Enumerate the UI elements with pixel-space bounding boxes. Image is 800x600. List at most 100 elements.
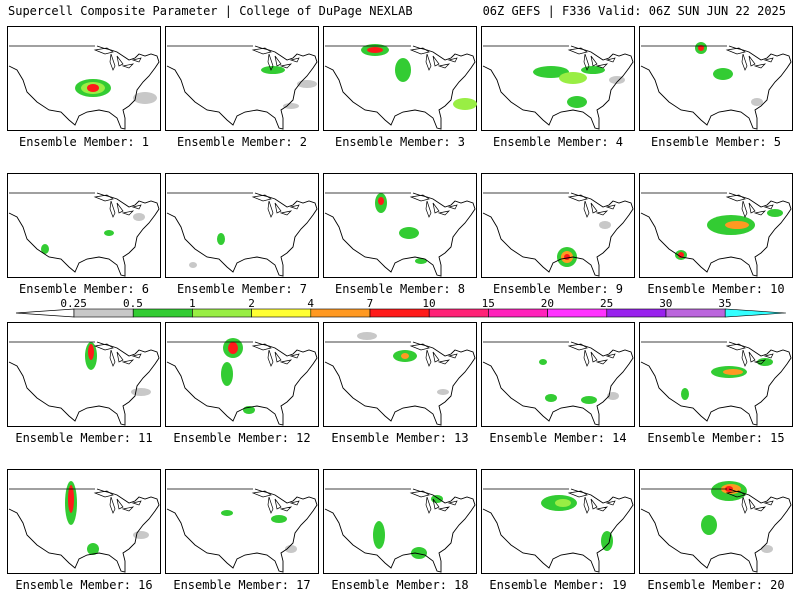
us-coastline: [8, 45, 160, 130]
great-lake-outline: [251, 490, 272, 498]
map-frame: [481, 469, 635, 574]
great-lake-outline: [109, 349, 116, 367]
ensemble-member-panel: Ensemble Member: 18: [323, 469, 477, 596]
scp-contour-area: [725, 221, 749, 229]
colorbar-tick-label: 2: [248, 297, 255, 310]
map-frame: [165, 173, 319, 278]
great-lake-outline: [605, 353, 616, 359]
colorbar-tick-label: 0.25: [60, 297, 87, 310]
great-lake-outline: [763, 353, 774, 359]
us-coastline: [482, 341, 634, 426]
member-label: Ensemble Member: 2: [176, 135, 308, 149]
great-lake-outline: [590, 55, 598, 67]
colorbar-tick-label: 10: [422, 297, 436, 310]
member-label: Ensemble Member: 7: [176, 282, 308, 296]
us-map: [165, 26, 319, 131]
great-lake-outline: [748, 351, 756, 363]
us-coastline: [8, 488, 160, 573]
ensemble-member-panel: Ensemble Member: 16: [7, 469, 161, 596]
great-lake-outline: [425, 349, 432, 367]
scp-contour-area: [609, 76, 625, 84]
great-lake-outline: [251, 47, 272, 55]
great-lake-outline: [289, 500, 300, 506]
scp-contour-area: [545, 394, 557, 402]
great-lake-outline: [741, 496, 748, 514]
great-lake-outline: [432, 351, 440, 363]
great-lake-outline: [748, 202, 756, 214]
scp-contour-area: [539, 359, 547, 365]
ensemble-member-panel: Ensemble Member: 11: [7, 322, 161, 449]
ensemble-member-panel: Ensemble Member: 10: [639, 173, 793, 300]
great-lake-outline: [267, 349, 274, 367]
great-lake-outline: [425, 200, 432, 218]
us-coastline: [324, 45, 476, 130]
scp-contour-area: [559, 72, 587, 84]
map-frame: [165, 469, 319, 574]
colorbar-tick-label: 7: [366, 297, 374, 310]
great-lake-outline: [274, 351, 282, 363]
great-lake-outline: [425, 53, 432, 71]
scp-contour-area: [533, 66, 569, 78]
great-lake-outline: [590, 202, 598, 214]
great-lake-outline: [116, 351, 124, 363]
great-lake-outline: [251, 194, 272, 202]
ensemble-member-panel: Ensemble Member: 14: [481, 322, 635, 449]
us-coastline: [166, 192, 318, 277]
scp-contour-area: [599, 221, 611, 229]
great-lake-outline: [251, 343, 272, 351]
great-lake-outline: [447, 353, 458, 359]
us-coastline: [640, 488, 792, 573]
us-coastline: [482, 488, 634, 573]
map-frame: [7, 469, 161, 574]
member-label: Ensemble Member: 5: [650, 135, 782, 149]
great-lake-outline: [595, 359, 609, 365]
member-label: Ensemble Member: 18: [331, 578, 469, 592]
colorbar-tick-label: 20: [540, 297, 555, 310]
great-lake-outline: [748, 498, 756, 510]
us-map: [7, 322, 161, 427]
scp-contour-area: [401, 353, 409, 359]
scp-contour-area: [367, 47, 383, 53]
great-lake-outline: [583, 349, 590, 367]
scp-contour-area: [131, 388, 151, 396]
colorbar-tick-label: 35: [718, 297, 732, 310]
colorbar-segment: [192, 308, 252, 318]
scp-contour-area: [581, 66, 605, 74]
great-lake-outline: [437, 506, 451, 512]
great-lake-outline: [267, 200, 274, 218]
us-map: [323, 26, 477, 131]
great-lake-outline: [116, 55, 124, 67]
member-label: Ensemble Member: 1: [18, 135, 150, 149]
great-lake-outline: [121, 506, 135, 512]
scp-contour-area: [283, 103, 299, 109]
great-lake-outline: [595, 63, 609, 69]
great-lake-outline: [409, 194, 430, 202]
great-lake-outline: [595, 506, 609, 512]
member-label: Ensemble Member: 9: [492, 282, 624, 296]
scp-contour-area: [767, 209, 783, 217]
colorbar-min-arrow: [15, 308, 75, 318]
great-lake-outline: [763, 204, 774, 210]
ensemble-member-panel: Ensemble Member: 1: [7, 26, 161, 153]
ensemble-member-panel: Ensemble Member: 9: [481, 173, 635, 300]
great-lake-outline: [289, 204, 300, 210]
scp-contour-area: [297, 80, 317, 88]
scp-contour-area: [87, 543, 99, 555]
scp-contour-area: [285, 545, 297, 553]
great-lake-outline: [289, 57, 300, 63]
great-lake-outline: [447, 57, 458, 63]
colorbar-tick-label: 30: [659, 297, 673, 310]
great-lake-outline: [267, 496, 274, 514]
great-lake-outline: [93, 343, 114, 351]
member-label: Ensemble Member: 3: [334, 135, 466, 149]
colorbar-tick-label: 15: [481, 297, 495, 310]
great-lake-outline: [753, 506, 767, 512]
scp-contour-area: [271, 515, 287, 523]
us-map: [639, 173, 793, 278]
great-lake-outline: [109, 200, 116, 218]
ensemble-member-panel: Ensemble Member: 19: [481, 469, 635, 596]
map-frame: [323, 173, 477, 278]
scp-contour-area: [357, 332, 377, 340]
great-lake-outline: [121, 359, 135, 365]
map-frame: [323, 469, 477, 574]
